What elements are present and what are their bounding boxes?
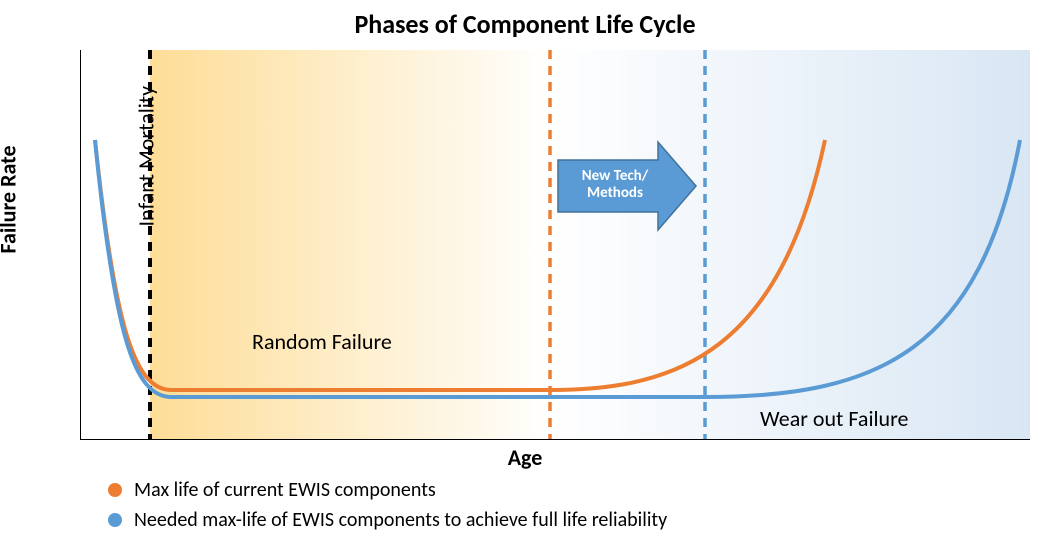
- wearout-region: [550, 50, 1030, 440]
- legend: Max life of current EWIS components Need…: [108, 478, 667, 538]
- legend-label: Max life of current EWIS components: [134, 478, 436, 502]
- infant-mortality-label: Infant Mortality: [133, 86, 160, 227]
- legend-dot-icon: [108, 513, 122, 527]
- wearout-failure-label: Wear out Failure: [760, 405, 908, 432]
- x-axis-label: Age: [0, 444, 1050, 471]
- chart-title: Phases of Component Life Cycle: [0, 8, 1050, 40]
- bathtub-curve-diagram: Phases of Component Life Cycle Failure R…: [0, 0, 1050, 554]
- infant-random-region: [150, 50, 550, 440]
- legend-item: Max life of current EWIS components: [108, 478, 667, 502]
- plot-area: Infant Mortality Random Failure Wear out…: [80, 50, 1030, 440]
- plot-svg: [80, 50, 1030, 440]
- legend-dot-icon: [108, 483, 122, 497]
- legend-item: Needed max-life of EWIS components to ac…: [108, 508, 667, 532]
- y-axis-label: Failure Rate: [0, 145, 22, 253]
- legend-label: Needed max-life of EWIS components to ac…: [134, 508, 667, 532]
- random-failure-label: Random Failure: [252, 328, 392, 355]
- arrow-label: New Tech/Methods: [562, 168, 668, 203]
